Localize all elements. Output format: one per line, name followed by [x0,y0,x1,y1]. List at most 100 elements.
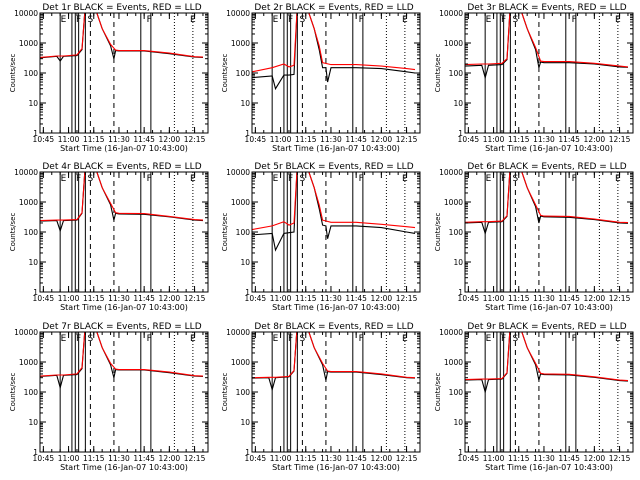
annotation-letter: E [61,15,67,25]
x-tick-label: 11:00 [483,294,505,303]
y-tick-label: 10 [453,418,463,427]
annotation-letter: E [486,174,492,184]
y-tick-label: 1000 [19,198,38,207]
x-tick-label: 11:30 [320,454,342,463]
x-tick-label: 12:00 [159,135,181,144]
y-tick-label: 100 [24,388,39,397]
y-tick-label: 10 [28,258,38,267]
time-markers [271,332,406,452]
plot-frame [464,171,634,293]
y-tick-label: 10000 [439,328,463,337]
x-tick-label: 11:45 [558,135,580,144]
annotation-letter: E [615,174,621,184]
y-axis-label: Counts/sec [434,54,442,93]
y-tick-label: 100 [236,69,251,78]
x-axis-label: Start Time (16-Jan-07 10:43:00) [485,303,613,312]
annotation-letter: E [402,15,408,25]
annotation-letter: S [88,334,94,344]
y-axis-label: Counts/sec [9,213,17,252]
x-tick-label: 11:45 [558,454,580,463]
y-tick-label: 10000 [14,168,38,177]
x-tick-label: 12:15 [184,294,206,303]
panel-title: Det 6r BLACK = Events, RED = LLD [467,162,626,172]
y-tick-label: 100 [236,228,251,237]
x-tick-label: 12:00 [159,294,181,303]
x-tick-label: 11:45 [558,294,580,303]
series-line-lld [40,13,204,58]
x-tick-label: 11:15 [83,135,105,144]
x-tick-label: 11:15 [508,454,530,463]
annotation-letter: E [273,174,279,184]
y-tick-label: 10000 [14,328,38,337]
annotation-letter: F [147,15,152,25]
x-tick-label: 11:15 [508,294,530,303]
y-tick-label: 1 [33,129,38,138]
x-axis-label: Start Time (16-Jan-07 10:43:00) [60,144,188,153]
plot-frame [39,12,209,134]
x-tick-label: 11:00 [483,135,505,144]
y-tick-label: 1 [33,448,38,457]
series-line-lld [40,332,204,377]
annotation-letter: E [190,334,196,344]
x-tick-label: 11:15 [508,135,530,144]
panel-title: Det 7r BLACK = Events, RED = LLD [42,322,201,332]
y-tick-label: 10 [240,99,250,108]
y-axis-label: Counts/sec [434,213,442,252]
y-tick-label: 10 [453,99,463,108]
annotation-letter: F [359,174,364,184]
x-tick-label: 12:15 [396,135,418,144]
x-tick-label: 12:15 [184,135,206,144]
curves [40,172,204,233]
curves [252,13,416,91]
x-tick-label: 11:30 [108,454,130,463]
panel-1: Det 1r BLACK = Events, RED = LLD 1 10 100 10… [9,3,209,153]
x-tick-label: 10:45 [458,294,480,303]
annotation-letter: F [147,174,152,184]
x-tick-label: 11:45 [133,454,155,463]
y-tick-label: 1 [458,288,463,297]
time-markers [59,13,194,133]
x-tick-label: 11:00 [270,135,292,144]
panel-title: Det 3r BLACK = Events, RED = LLD [467,3,626,13]
x-tick-label: 11:45 [133,294,155,303]
curves [252,172,416,252]
x-axis-label: Start Time (16-Jan-07 10:43:00) [485,144,613,153]
annotation-letter: S [513,174,519,184]
y-tick-label: 1000 [231,358,250,367]
y-tick-label: 10000 [226,168,250,177]
plot-frame [39,171,209,293]
x-tick-label: 11:00 [483,454,505,463]
y-tick-label: 10 [240,418,250,427]
x-tick-label: 11:15 [83,294,105,303]
panel-7: Det 7r BLACK = Events, RED = LLD 1 10 100 10… [9,322,209,472]
y-tick-label: 10000 [14,9,38,18]
x-tick-label: 10:45 [245,135,267,144]
annotation-letter: E [615,334,621,344]
x-tick-label: 11:30 [320,294,342,303]
annotation-letter: F [76,174,81,184]
curves [252,332,416,392]
annotation-letter: E [61,334,67,344]
x-tick-label: 11:30 [533,294,555,303]
x-tick-label: 10:45 [458,135,480,144]
panel-2: Det 2r BLACK = Events, RED = LLD 1 10 100 10… [221,3,421,153]
series-line-lld [252,332,416,379]
annotation-letter: E [61,174,67,184]
x-axis-label: Start Time (16-Jan-07 10:43:00) [272,463,400,472]
y-tick-label: 1000 [444,358,463,367]
panel-title: Det 2r BLACK = Events, RED = LLD [254,3,413,13]
x-tick-label: 11:15 [83,454,105,463]
annotation-letter: F [572,174,577,184]
annotation-letter: F [147,334,152,344]
y-tick-label: 1 [245,288,250,297]
curves [465,172,629,236]
x-tick-label: 11:00 [270,454,292,463]
x-tick-label: 12:00 [584,454,606,463]
y-tick-label: 10000 [226,328,250,337]
y-tick-label: 10000 [226,9,250,18]
annotation-letter: S [88,174,94,184]
annotation-letter: F [359,15,364,25]
x-tick-label: 11:30 [108,135,130,144]
x-tick-label: 12:15 [609,454,631,463]
x-axis-label: Start Time (16-Jan-07 10:43:00) [485,463,613,472]
